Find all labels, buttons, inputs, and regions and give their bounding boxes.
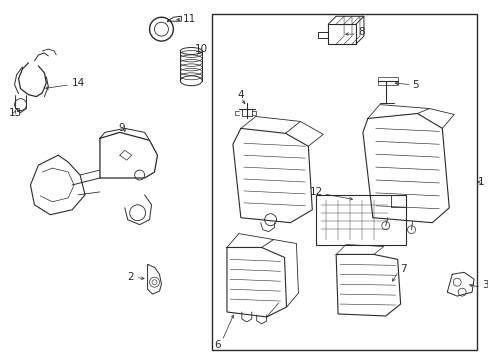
Text: 13: 13: [9, 108, 22, 117]
Text: 7: 7: [399, 264, 406, 274]
Text: 14: 14: [72, 78, 85, 88]
Text: 4: 4: [237, 90, 244, 100]
Text: 3: 3: [481, 280, 488, 290]
Text: 6: 6: [214, 340, 221, 350]
Text: 8: 8: [357, 27, 364, 37]
Bar: [212, 14, 476, 350]
Text: 5: 5: [412, 80, 418, 90]
Text: 2: 2: [127, 272, 133, 282]
Text: 10: 10: [195, 44, 208, 54]
Bar: [377, 77, 397, 85]
Bar: [242, 109, 251, 117]
Bar: [316, 195, 405, 244]
Text: 11: 11: [183, 14, 196, 24]
Text: 1: 1: [476, 177, 483, 187]
Text: 12: 12: [309, 187, 322, 197]
Text: 9: 9: [118, 123, 125, 134]
